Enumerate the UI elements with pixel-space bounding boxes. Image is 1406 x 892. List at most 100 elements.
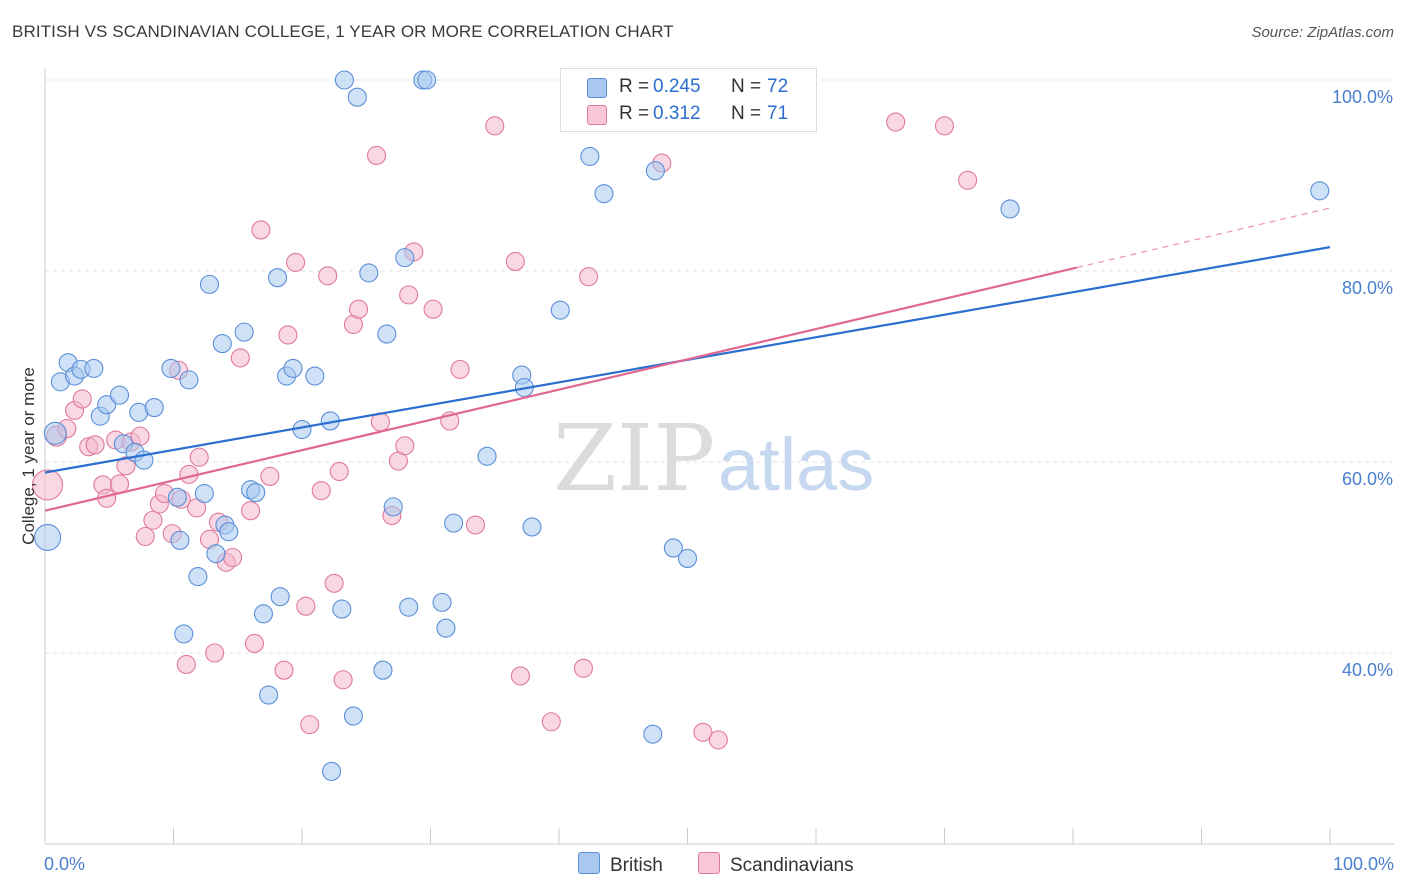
- scandinavians-r-label: R =: [619, 103, 650, 124]
- scandinavians-point: [693, 722, 713, 742]
- scandinavians-point: [333, 670, 353, 690]
- british-point: [174, 624, 194, 644]
- bottom-scandinavians-swatch: [698, 852, 720, 874]
- scandinavians-point: [296, 596, 316, 616]
- british-point: [199, 274, 220, 294]
- british-point: [395, 248, 415, 268]
- british-point: [677, 548, 698, 569]
- british-point: [234, 322, 254, 342]
- scandinavians-point: [311, 481, 331, 501]
- british-point: [550, 300, 570, 320]
- british-point: [359, 263, 379, 283]
- british-point: [170, 530, 190, 550]
- scandinavians-point: [423, 299, 443, 319]
- scandinavians-point: [244, 633, 265, 654]
- scandinavians-point: [176, 654, 196, 675]
- british-point: [580, 146, 600, 166]
- scandinavians-point: [510, 666, 531, 686]
- scandinavians-point: [505, 251, 525, 272]
- y-tick-label: 40.0%: [1342, 660, 1393, 680]
- british-point: [399, 597, 419, 617]
- source-label: Source: ZipAtlas.com: [1251, 24, 1394, 41]
- british-point: [432, 592, 452, 612]
- scandinavians-point: [329, 461, 349, 482]
- scandinavians-point: [130, 426, 150, 446]
- x-tick-label-max: 100.0%: [1333, 854, 1394, 874]
- y-tick-label: 60.0%: [1342, 469, 1393, 489]
- scandinavians-trend-line: [44, 266, 1078, 512]
- scandinavians-point: [251, 220, 271, 240]
- scandinavians-r-value: 0.312: [653, 103, 701, 124]
- british-point: [219, 522, 239, 542]
- watermark: ZIP atlas: [553, 405, 874, 512]
- british-point: [212, 334, 232, 354]
- scandinavians-point: [348, 299, 369, 319]
- y-tick-label: 100.0%: [1332, 87, 1393, 107]
- scandinavians-point: [32, 469, 64, 501]
- scandinavians-point: [143, 510, 163, 530]
- british-point: [444, 513, 464, 533]
- scandinavians-point: [278, 325, 298, 345]
- scandinavians-point: [116, 456, 136, 476]
- axes: [44, 68, 1395, 845]
- scandinavians-point: [573, 658, 593, 678]
- bottom-legend-british: British: [578, 852, 663, 877]
- british-point: [253, 604, 274, 624]
- y-axis-label: College, 1 year or more: [19, 367, 38, 545]
- grid-lines: [45, 79, 1395, 654]
- y-tick-labels: 40.0% 60.0% 80.0% 100.0%: [1332, 87, 1393, 680]
- scandinavians-point: [958, 170, 978, 190]
- bottom-scandinavians-label: Scandinavians: [730, 855, 854, 876]
- british-point: [522, 517, 542, 537]
- british-point: [343, 706, 363, 726]
- bottom-legend-scandinavians: Scandinavians: [698, 852, 854, 877]
- scandinavians-point: [189, 447, 209, 467]
- british-n-label: N =: [731, 76, 762, 97]
- british-point: [663, 538, 683, 558]
- scandinavians-point: [395, 436, 415, 456]
- british-point: [1310, 181, 1330, 201]
- scandinavians-point: [324, 573, 344, 593]
- watermark-atlas: atlas: [718, 423, 874, 506]
- british-point: [1000, 199, 1020, 219]
- scandinavians-point: [579, 267, 599, 287]
- bottom-british-swatch: [578, 852, 600, 874]
- x-ticks: [44, 828, 1331, 844]
- scandinavians-point: [205, 643, 225, 663]
- british-n-value: 72: [767, 76, 789, 97]
- chart-title: BRITISH VS SCANDINAVIAN COLLEGE, 1 YEAR …: [12, 22, 674, 41]
- scandinavians-swatch: [587, 105, 607, 125]
- x-tick-label-min: 0.0%: [44, 854, 85, 874]
- british-point: [643, 724, 663, 744]
- british-point: [109, 385, 130, 405]
- scandinavians-point: [260, 466, 280, 486]
- scandinavians-point: [85, 435, 105, 455]
- british-swatch: [587, 78, 607, 98]
- scandinavians-point: [135, 526, 155, 547]
- british-point: [270, 587, 290, 607]
- scandinavians-point: [223, 547, 243, 568]
- scandinavians-point: [230, 348, 250, 368]
- scandinavians-point: [934, 116, 955, 136]
- y-tick-label: 80.0%: [1342, 278, 1393, 298]
- british-point: [373, 660, 393, 680]
- british-point: [332, 599, 352, 619]
- scandinavians-point: [300, 715, 320, 735]
- scandinavians-point: [465, 515, 486, 535]
- british-point: [322, 761, 342, 781]
- scandinavians-point: [109, 474, 130, 494]
- scandinavians-point: [886, 112, 906, 132]
- trend-lines: [44, 207, 1331, 512]
- british-point: [144, 398, 164, 418]
- british-point: [645, 161, 665, 181]
- scandinavians-trend-extension: [1076, 207, 1331, 269]
- british-point: [194, 483, 214, 504]
- british-point: [179, 370, 199, 390]
- scandinavians-point: [366, 145, 387, 165]
- british-point: [283, 358, 303, 378]
- scandinavians-point: [541, 712, 561, 732]
- scandinavians-point: [708, 730, 728, 750]
- british-point: [188, 567, 208, 587]
- british-r-value: 0.245: [653, 76, 701, 97]
